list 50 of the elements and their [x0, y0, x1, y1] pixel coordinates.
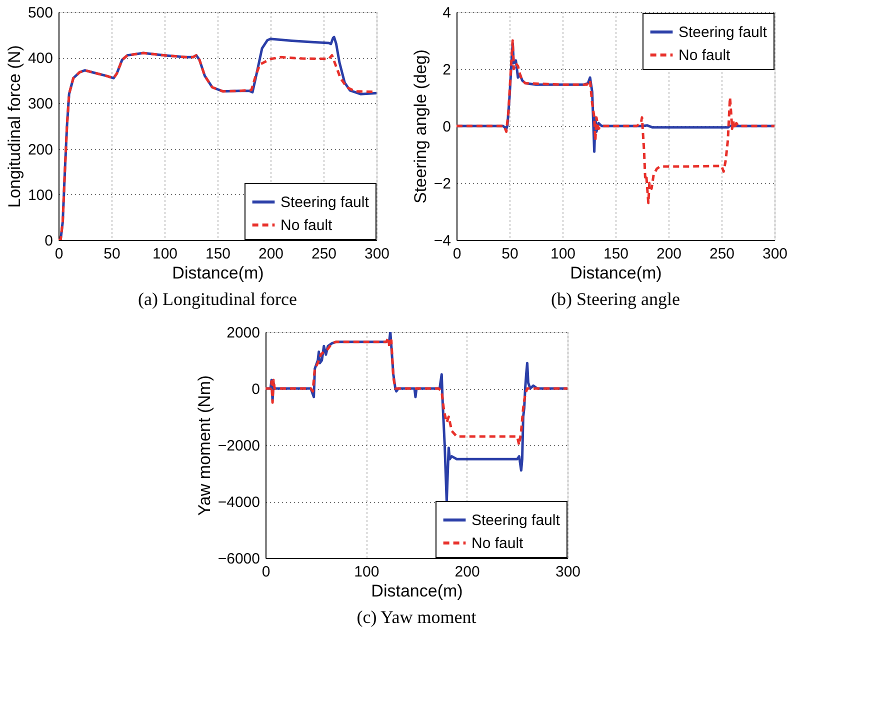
legend-label: Steering fault: [471, 512, 561, 529]
text: (b) Steering angle: [551, 289, 680, 309]
legend-label: Steering fault: [678, 24, 768, 41]
legend-label: No fault: [280, 217, 334, 234]
y-axis-title: Steering angle (deg): [410, 49, 430, 204]
y-tick-label: −4: [434, 232, 451, 250]
x-tick-label: 150: [603, 246, 629, 262]
y-tick-label: 4: [442, 4, 451, 22]
x-tick-label: 100: [152, 246, 178, 262]
y-axis-title: Yaw moment (Nm): [194, 375, 214, 516]
x-axis-title: Distance(m): [172, 264, 264, 282]
x-tick-label: 300: [555, 564, 581, 580]
y-tick-label: −4000: [218, 494, 260, 511]
y-tick-label: 2000: [226, 324, 260, 342]
x-tick-label: 200: [656, 246, 682, 262]
x-tick-label: 50: [104, 246, 120, 262]
y-tick-label: 300: [28, 96, 53, 113]
x-tick-label: 100: [550, 246, 576, 262]
x-tick-label: 300: [762, 246, 788, 262]
line-series: [265, 336, 568, 446]
x-tick-label: 150: [205, 246, 231, 262]
x-tick-label: 50: [502, 246, 518, 262]
y-tick-label: −2000: [218, 438, 260, 454]
y-tick-label: 400: [28, 50, 53, 68]
y-tick-label: 500: [28, 4, 53, 22]
y-tick-label: −2: [434, 176, 451, 192]
x-tick-label: 0: [54, 246, 64, 262]
y-tick-label: 100: [28, 186, 53, 204]
x-tick-label: 300: [364, 246, 390, 262]
x-tick-label: 250: [709, 246, 735, 262]
y-axis-title: Longitudinal force (N): [4, 45, 24, 208]
x-axis-title: Distance(m): [371, 582, 463, 600]
x-tick-label: 250: [311, 246, 337, 262]
y-tick-label: 0: [442, 118, 451, 136]
y-tick-label: 200: [28, 141, 53, 158]
y-tick-label: 0: [252, 381, 260, 398]
legend-label: No fault: [471, 535, 524, 552]
x-tick-label: 0: [262, 564, 270, 580]
x-tick-label: 100: [354, 564, 380, 580]
y-tick-label: 2: [442, 62, 451, 78]
line-series: [456, 39, 774, 204]
legend-label: Steering fault: [280, 194, 370, 211]
x-tick-label: 200: [454, 564, 480, 580]
x-axis-title: Distance(m): [570, 264, 662, 282]
y-tick-label: 0: [44, 232, 53, 250]
text: (a) Longitudinal force: [138, 289, 297, 309]
legend-label: No fault: [678, 47, 732, 64]
text: (c) Yaw moment: [356, 607, 476, 627]
x-tick-label: 200: [258, 246, 284, 262]
y-tick-label: −6000: [218, 550, 260, 568]
